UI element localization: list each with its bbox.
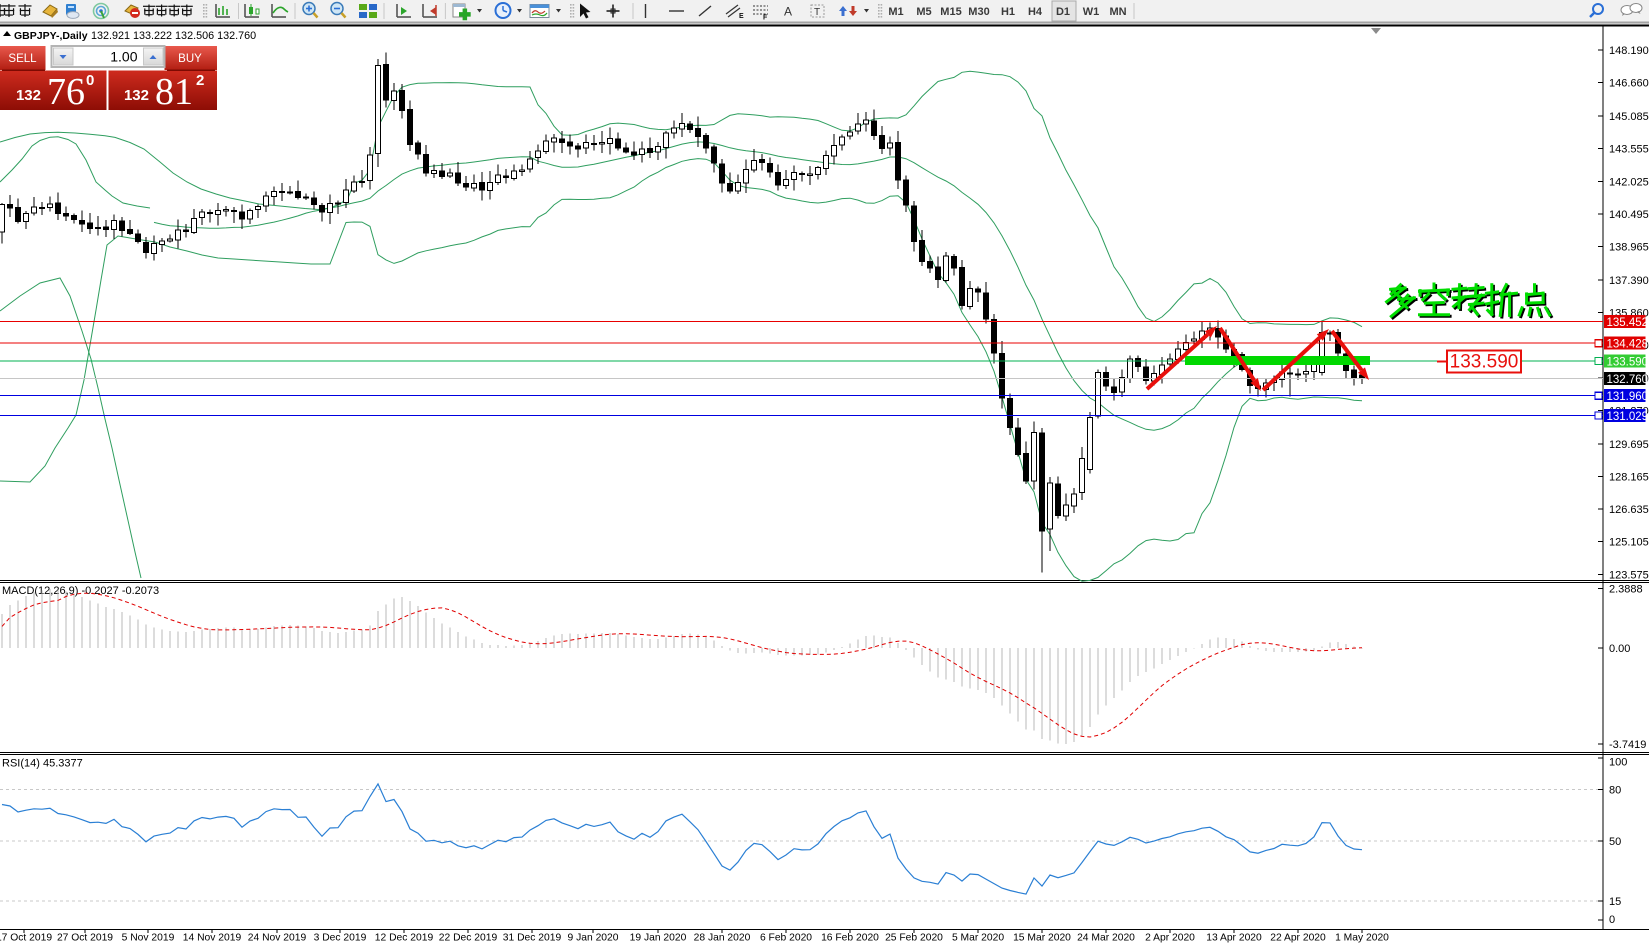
svg-text:138.965: 138.965 (1609, 242, 1649, 254)
svg-text:T: T (814, 7, 820, 18)
svg-text:2 Apr 2020: 2 Apr 2020 (1145, 933, 1195, 944)
svg-text:131.029: 131.029 (1607, 411, 1649, 423)
svg-text:125.105: 125.105 (1609, 537, 1649, 549)
svg-text:137.390: 137.390 (1609, 275, 1649, 287)
svg-text:22 Dec 2019: 22 Dec 2019 (439, 933, 498, 944)
svg-text:16 Feb 2020: 16 Feb 2020 (821, 933, 879, 944)
svg-text:134.428: 134.428 (1607, 339, 1649, 351)
svg-text:31 Dec 2019: 31 Dec 2019 (503, 933, 562, 944)
svg-text:132: 132 (16, 87, 41, 104)
svg-text:RSI(14) 45.3377: RSI(14) 45.3377 (2, 758, 83, 770)
svg-text:2: 2 (196, 72, 204, 89)
svg-text:17 Oct 2019: 17 Oct 2019 (0, 933, 52, 944)
svg-text:2.3888: 2.3888 (1609, 584, 1643, 596)
svg-text:27 Oct 2019: 27 Oct 2019 (57, 933, 113, 944)
svg-text:BUY: BUY (178, 53, 202, 65)
svg-text:13 Apr 2020: 13 Apr 2020 (1206, 933, 1262, 944)
svg-text:6 Feb 2020: 6 Feb 2020 (760, 933, 812, 944)
svg-text:24 Mar 2020: 24 Mar 2020 (1077, 933, 1135, 944)
svg-text:3 Dec 2019: 3 Dec 2019 (314, 933, 367, 944)
svg-text:5 Mar 2020: 5 Mar 2020 (952, 933, 1004, 944)
svg-text:D1: D1 (1056, 6, 1070, 18)
svg-text:123.575: 123.575 (1609, 569, 1649, 581)
svg-text:H1: H1 (1001, 6, 1015, 18)
svg-text:132.760: 132.760 (1607, 374, 1649, 386)
svg-text:19 Jan 2020: 19 Jan 2020 (630, 933, 687, 944)
svg-text:135.452: 135.452 (1607, 317, 1649, 329)
svg-text:MACD(12,26,9) -0.2027 -0.2073: MACD(12,26,9) -0.2027 -0.2073 (2, 585, 159, 597)
svg-text:76: 76 (47, 71, 85, 113)
svg-text:145.085: 145.085 (1609, 111, 1649, 123)
svg-text:25 Feb 2020: 25 Feb 2020 (885, 933, 943, 944)
svg-text:12 Dec 2019: 12 Dec 2019 (375, 933, 434, 944)
svg-text:14 Nov 2019: 14 Nov 2019 (183, 933, 242, 944)
svg-text:W1: W1 (1083, 6, 1100, 18)
svg-text:9 Jan 2020: 9 Jan 2020 (568, 933, 619, 944)
svg-text:M30: M30 (968, 6, 989, 18)
svg-text:1 May 2020: 1 May 2020 (1335, 933, 1389, 944)
svg-text:132: 132 (124, 87, 149, 104)
svg-text:F: F (763, 15, 768, 22)
svg-text:24 Nov 2019: 24 Nov 2019 (248, 933, 307, 944)
svg-text:126.635: 126.635 (1609, 504, 1649, 516)
svg-text:131.960: 131.960 (1607, 391, 1649, 403)
svg-text:28 Jan 2020: 28 Jan 2020 (694, 933, 751, 944)
svg-text:A: A (784, 5, 792, 19)
svg-text:133.590: 133.590 (1450, 352, 1519, 373)
svg-text:MN: MN (1109, 6, 1126, 18)
svg-text:146.660: 146.660 (1609, 78, 1649, 90)
svg-text:M15: M15 (940, 6, 961, 18)
svg-text:100: 100 (1609, 757, 1627, 769)
svg-text:GBPJPY-,Daily: GBPJPY-,Daily (14, 30, 88, 42)
svg-text:22 Apr 2020: 22 Apr 2020 (1270, 933, 1326, 944)
svg-text:133.590: 133.590 (1607, 357, 1649, 369)
svg-text:80: 80 (1609, 785, 1621, 797)
svg-text:143.555: 143.555 (1609, 144, 1649, 156)
svg-text:0.00: 0.00 (1609, 643, 1630, 655)
svg-text:5 Nov 2019: 5 Nov 2019 (122, 933, 175, 944)
svg-text:81: 81 (155, 71, 193, 113)
svg-text:129.695: 129.695 (1609, 439, 1649, 451)
svg-text:M1: M1 (888, 6, 903, 18)
svg-text:50: 50 (1609, 836, 1621, 848)
svg-text:140.495: 140.495 (1609, 209, 1649, 221)
svg-text:0: 0 (86, 72, 94, 89)
svg-text:15 Mar 2020: 15 Mar 2020 (1013, 933, 1071, 944)
svg-text:128.165: 128.165 (1609, 472, 1649, 484)
svg-text:142.025: 142.025 (1609, 176, 1649, 188)
svg-text:15: 15 (1609, 896, 1621, 908)
svg-text:0: 0 (1609, 914, 1615, 926)
svg-text:SELL: SELL (8, 53, 37, 65)
svg-text:148.190: 148.190 (1609, 45, 1649, 57)
svg-text:132.921 133.222 132.506 132.76: 132.921 133.222 132.506 132.760 (91, 30, 256, 42)
svg-text:E: E (739, 13, 744, 20)
svg-text:1.00: 1.00 (110, 49, 137, 65)
svg-text:M5: M5 (916, 6, 931, 18)
svg-text:-3.7419: -3.7419 (1609, 739, 1646, 751)
svg-text:H4: H4 (1028, 6, 1043, 18)
